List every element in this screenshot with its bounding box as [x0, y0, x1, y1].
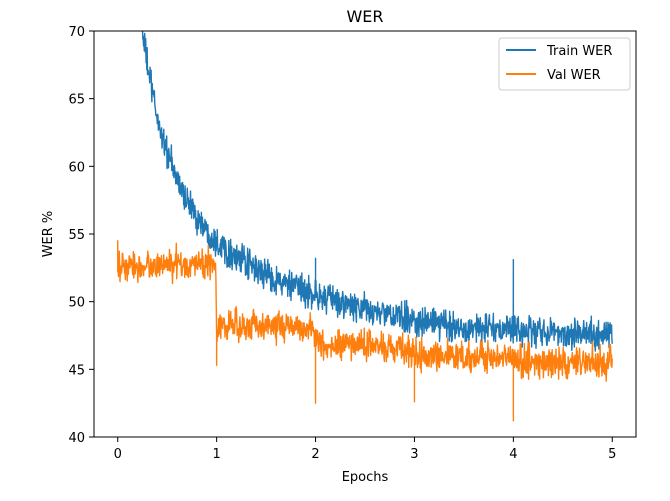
- legend-label-val-wer: Val WER: [547, 68, 601, 83]
- series-line-train-wer: [141, 31, 613, 352]
- chart-title: WER: [346, 7, 383, 26]
- y-tick-label: 50: [68, 296, 85, 311]
- plot-frame: [93, 30, 637, 438]
- y-tick-label: 55: [68, 228, 85, 243]
- y-tick-label: 70: [68, 25, 85, 40]
- y-tick-label: 40: [68, 431, 85, 446]
- legend: Train WER Val WER: [498, 37, 631, 91]
- y-tick-label: 45: [68, 363, 85, 378]
- x-tick-label: 4: [509, 447, 517, 462]
- legend-label-train-wer: Train WER: [546, 44, 612, 59]
- x-tick-label: 3: [410, 447, 418, 462]
- y-tick-label: 65: [68, 93, 85, 108]
- x-tick-label: 1: [213, 447, 221, 462]
- x-tick-label: 2: [311, 447, 319, 462]
- x-tick-label: 5: [608, 447, 616, 462]
- y-tick-label: 60: [68, 160, 85, 175]
- x-axis-label: Epochs: [342, 470, 389, 485]
- x-tick-label: 0: [114, 447, 122, 462]
- y-axis-label: WER %: [41, 211, 56, 258]
- series-line-val-wer: [117, 240, 613, 422]
